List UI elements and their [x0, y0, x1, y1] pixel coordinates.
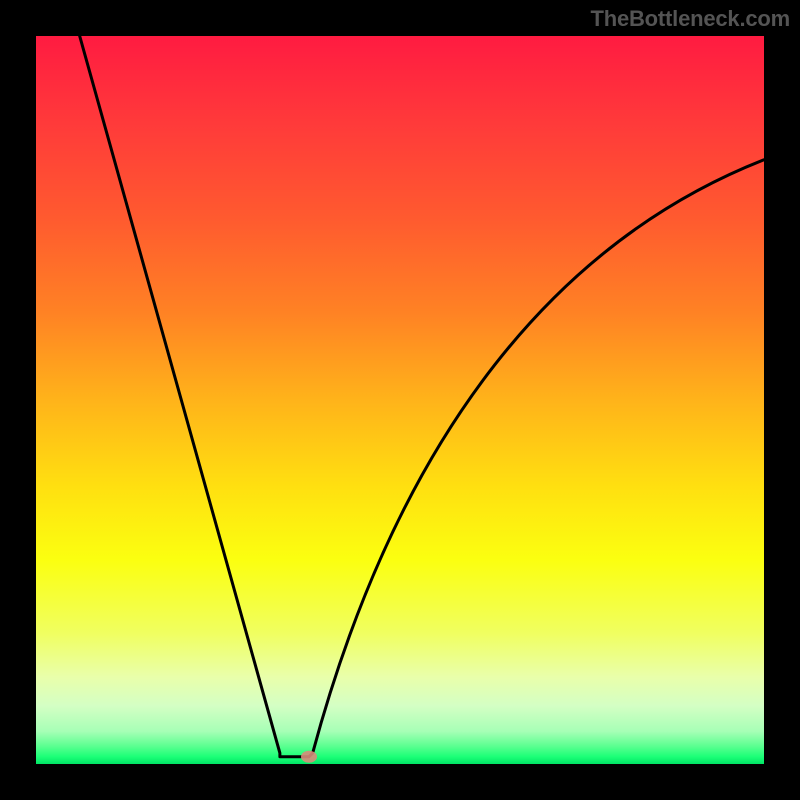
plot-svg	[36, 36, 764, 764]
chart-frame: TheBottleneck.com	[0, 0, 800, 800]
watermark-text: TheBottleneck.com	[590, 6, 790, 32]
plot-area	[36, 36, 764, 764]
gradient-background	[36, 36, 764, 764]
optimum-marker	[301, 751, 317, 763]
